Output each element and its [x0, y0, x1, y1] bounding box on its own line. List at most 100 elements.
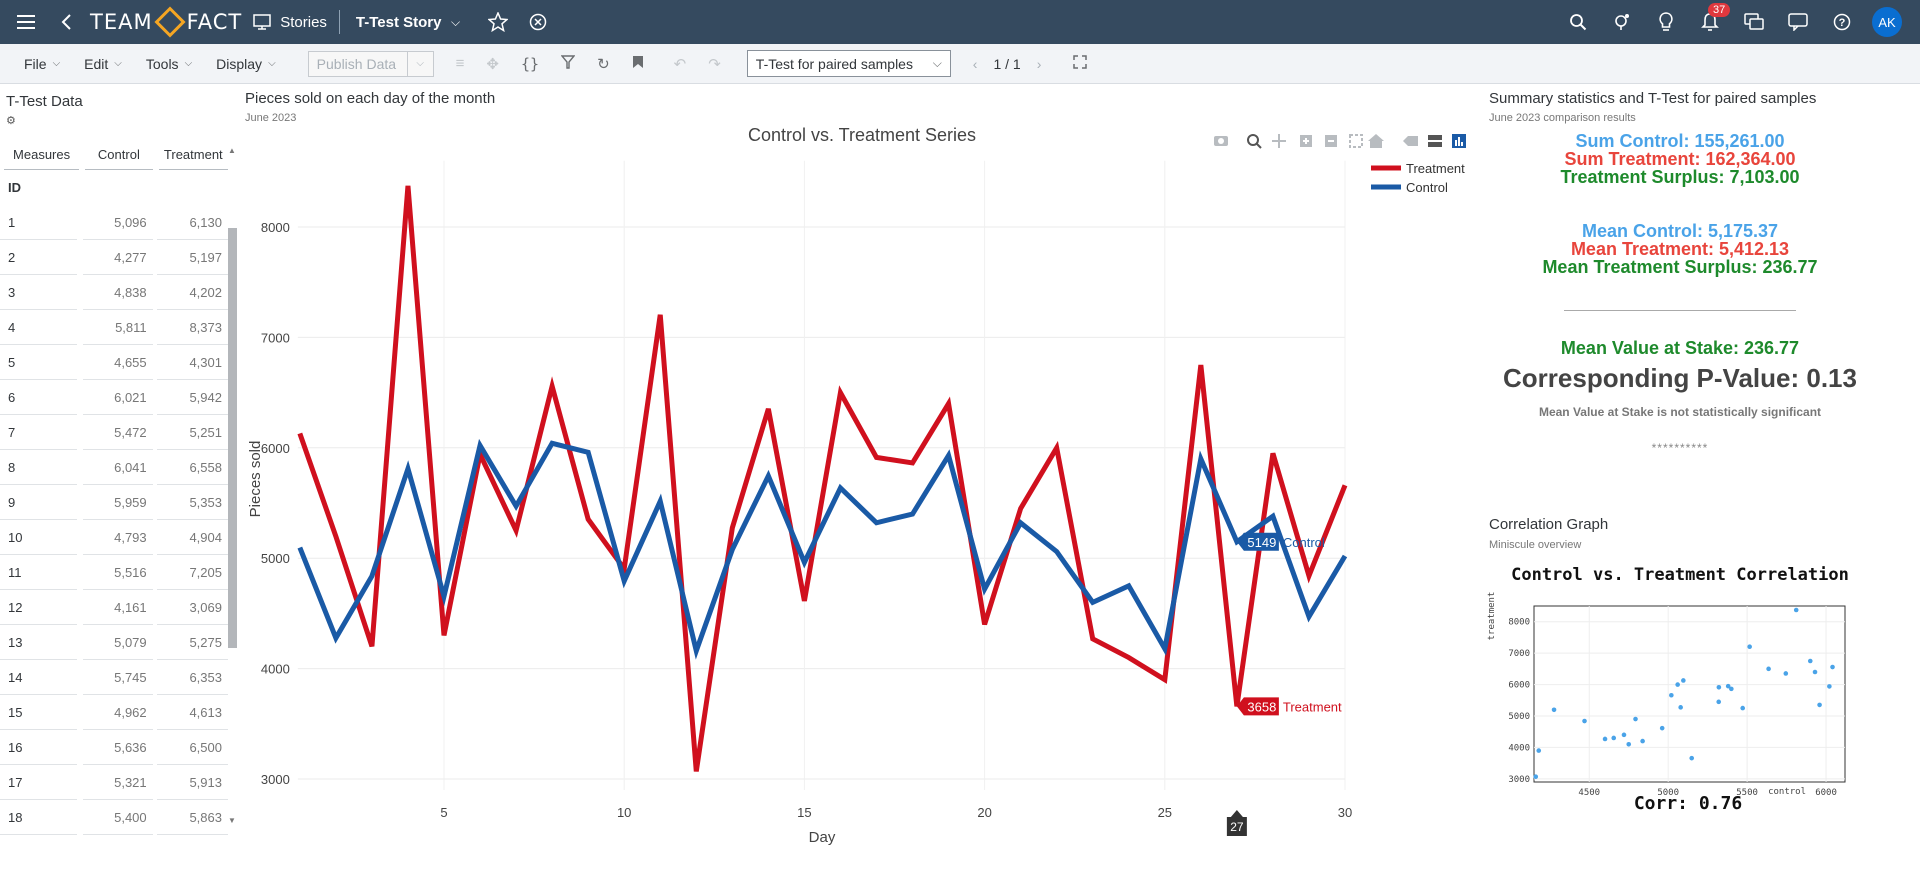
app-logo[interactable]: TEAM FACT: [90, 6, 242, 38]
file-menu[interactable]: File ⌵: [24, 56, 60, 72]
back-icon[interactable]: [52, 8, 80, 36]
scatter-point[interactable]: [1725, 683, 1731, 689]
table-scrollbar[interactable]: [228, 228, 237, 648]
story-title[interactable]: T-Test Story: [355, 13, 442, 31]
scatter-point[interactable]: [1793, 607, 1799, 613]
table-row[interactable]: 5 4,655 4,301: [0, 345, 228, 380]
scatter-point[interactable]: [1678, 705, 1683, 710]
table-row[interactable]: 11 5,516 7,205: [0, 555, 228, 590]
scatter-point[interactable]: [1626, 741, 1632, 747]
fullscreen-icon[interactable]: [1073, 54, 1088, 73]
page-select[interactable]: T-Test for paired samples ⌵: [746, 50, 951, 77]
compare-hover-icon[interactable]: [1428, 135, 1442, 147]
notification-bell-icon[interactable]: 37: [1696, 3, 1731, 36]
table-row[interactable]: 9 5,959 5,353: [0, 485, 228, 520]
publish-data-button[interactable]: Publish Data ⌵: [307, 50, 434, 77]
scatter-point[interactable]: [1659, 725, 1665, 731]
scatter-point[interactable]: [1675, 682, 1680, 687]
close-circle-icon[interactable]: [524, 8, 552, 36]
table-row[interactable]: 6 6,021 5,942: [0, 380, 228, 415]
scatter-point[interactable]: [1681, 678, 1686, 683]
undo-icon[interactable]: ↶: [673, 55, 687, 73]
chevron-down-icon[interactable]: ⌵: [450, 14, 461, 29]
formula-icon[interactable]: {}: [521, 54, 540, 73]
scatter-point[interactable]: [1536, 748, 1542, 753]
scroll-up-icon[interactable]: ▲: [228, 146, 236, 155]
search-icon[interactable]: [1564, 8, 1592, 36]
tools-menu[interactable]: Tools ⌵: [146, 56, 192, 72]
scatter-point[interactable]: [1621, 732, 1627, 738]
scatter-point[interactable]: [1827, 684, 1832, 689]
scatter-chart[interactable]: Control vs. Treatment Correlation 3000 40…: [1480, 564, 1880, 864]
scatter-point[interactable]: [1716, 699, 1722, 705]
scatter-point[interactable]: [1611, 735, 1617, 741]
table-row[interactable]: 16 5,636 6,500: [0, 730, 228, 765]
legend-item-treatment[interactable]: Treatment: [1371, 161, 1465, 176]
scatter-point[interactable]: [1817, 702, 1822, 708]
scatter-point[interactable]: [1812, 669, 1818, 675]
home-icon[interactable]: [1368, 134, 1384, 148]
assistant-icon[interactable]: [1608, 8, 1636, 36]
scatter-point[interactable]: [1689, 755, 1695, 761]
scroll-down-icon[interactable]: ▼: [228, 816, 236, 825]
move-icon[interactable]: ✥: [486, 55, 499, 73]
table-row[interactable]: 17 5,321 5,913: [0, 765, 228, 800]
scatter-point[interactable]: [1740, 705, 1746, 711]
table-row[interactable]: 13 5,079 5,275: [0, 625, 228, 660]
header-measures[interactable]: Measures: [4, 140, 80, 170]
table-row[interactable]: 2 4,277 5,197: [0, 240, 228, 275]
stories-link[interactable]: Stories: [280, 13, 327, 31]
feedback-icon[interactable]: [1784, 8, 1812, 36]
table-row[interactable]: 15 4,962 4,613: [0, 695, 228, 730]
table-row[interactable]: 14 5,745 6,353: [0, 660, 228, 695]
refresh-icon[interactable]: ↻: [597, 55, 610, 73]
header-treatment[interactable]: Treatment: [158, 140, 228, 170]
table-row[interactable]: 3 4,838 4,202: [0, 275, 228, 310]
edit-menu[interactable]: Edit ⌵: [84, 56, 122, 72]
line-chart[interactable]: Control vs. Treatment Series 3000 4000 500…: [238, 84, 1468, 871]
help-icon[interactable]: ?: [1828, 8, 1856, 36]
prev-page-icon[interactable]: ‹: [972, 55, 978, 72]
zoom-out-icon[interactable]: [1325, 135, 1337, 147]
lightbulb-icon[interactable]: [1652, 8, 1680, 36]
chart-type-icon[interactable]: [1452, 134, 1466, 148]
scatter-point[interactable]: [1747, 644, 1752, 649]
legend-item-control[interactable]: Control: [1371, 180, 1448, 195]
zoom-in-icon[interactable]: [1300, 135, 1312, 147]
scatter-point[interactable]: [1533, 774, 1539, 779]
table-row[interactable]: 18 5,400 5,863: [0, 800, 228, 835]
filter-icon[interactable]: [560, 54, 576, 73]
sort-icon[interactable]: ≡: [455, 55, 465, 72]
scatter-point[interactable]: [1640, 738, 1645, 744]
scatter-point[interactable]: [1602, 736, 1608, 742]
scatter-point[interactable]: [1830, 664, 1835, 670]
display-menu[interactable]: Display ⌵: [216, 56, 276, 72]
zoom-icon[interactable]: [1247, 134, 1262, 149]
scatter-point[interactable]: [1783, 671, 1789, 676]
scatter-point[interactable]: [1729, 686, 1734, 692]
spike-lines-icon[interactable]: [1403, 136, 1418, 146]
hamburger-menu-icon[interactable]: [12, 8, 40, 36]
autoscale-icon[interactable]: [1349, 134, 1363, 148]
star-icon[interactable]: [484, 8, 512, 36]
table-row[interactable]: 12 4,161 3,069: [0, 590, 228, 625]
redo-icon[interactable]: ↷: [708, 55, 721, 73]
table-row[interactable]: 7 5,472 5,251: [0, 415, 228, 450]
scatter-point[interactable]: [1807, 658, 1813, 664]
chevron-down-icon[interactable]: ⌵: [406, 51, 433, 76]
table-row[interactable]: 8 6,041 6,558: [0, 450, 228, 485]
scatter-point[interactable]: [1582, 718, 1587, 724]
series-line-control[interactable]: [297, 438, 1348, 660]
comments-icon[interactable]: [1740, 8, 1768, 36]
scatter-point[interactable]: [1633, 716, 1638, 722]
camera-icon[interactable]: [1214, 136, 1228, 146]
bookmark-icon[interactable]: [632, 55, 644, 73]
pan-icon[interactable]: [1272, 134, 1286, 148]
user-avatar[interactable]: AK: [1872, 7, 1902, 37]
next-page-icon[interactable]: ›: [1036, 55, 1042, 72]
table-row[interactable]: 10 4,793 4,904: [0, 520, 228, 555]
table-row[interactable]: 4 5,811 8,373: [0, 310, 228, 345]
scatter-point[interactable]: [1716, 685, 1722, 690]
scatter-point[interactable]: [1669, 692, 1674, 698]
header-control[interactable]: Control: [85, 140, 153, 170]
